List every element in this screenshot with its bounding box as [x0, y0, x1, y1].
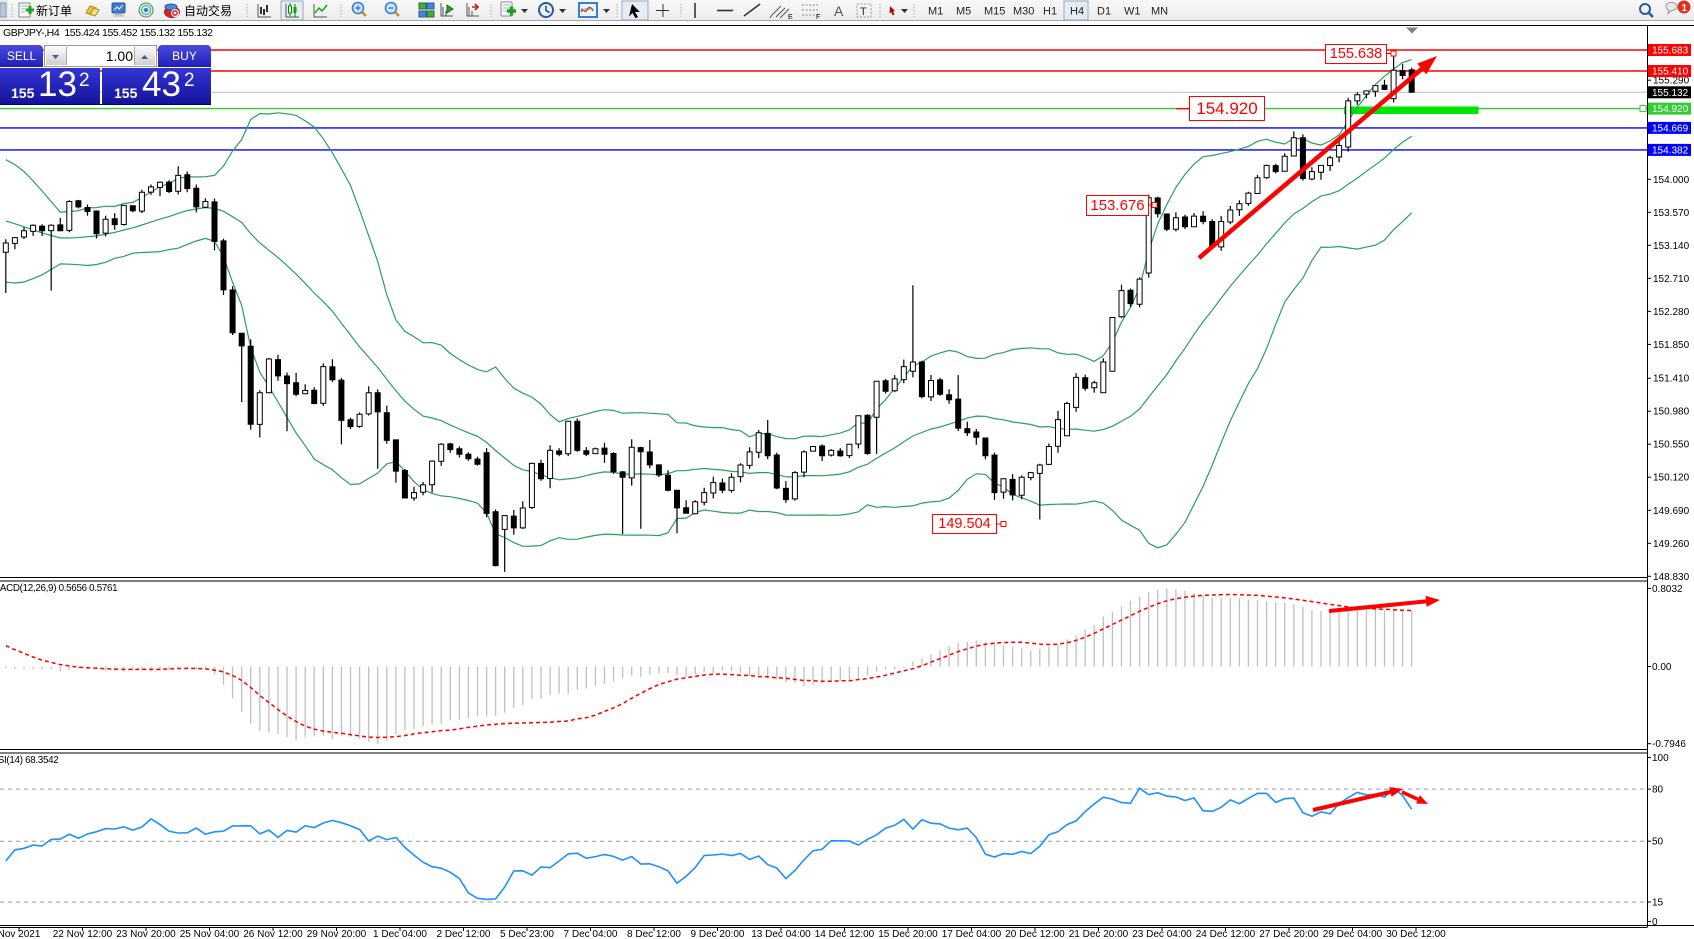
svg-text:151.410: 151.410 [1653, 374, 1690, 385]
svg-text:149.260: 149.260 [1653, 539, 1690, 550]
svg-text:155.410: 155.410 [1652, 67, 1689, 78]
svg-text:0.00: 0.00 [1652, 662, 1672, 673]
svg-text:0.8032: 0.8032 [1652, 584, 1683, 595]
svg-text:Nov 2021: Nov 2021 [0, 929, 41, 939]
svg-text:100: 100 [1652, 753, 1669, 764]
svg-text:148.830: 148.830 [1653, 572, 1690, 583]
svg-text:E: E [788, 14, 793, 21]
svg-text:20 Dec 12:00: 20 Dec 12:00 [1005, 929, 1065, 939]
svg-text:154.000: 154.000 [1653, 175, 1690, 186]
svg-text:153.570: 153.570 [1653, 208, 1690, 219]
svg-text:8 Dec 12:00: 8 Dec 12:00 [627, 929, 681, 939]
svg-text:80: 80 [1652, 785, 1664, 796]
svg-text:F: F [816, 14, 820, 21]
svg-text:153.140: 153.140 [1653, 241, 1690, 252]
svg-text:H4: H4 [1070, 6, 1084, 18]
svg-text:152.280: 152.280 [1653, 307, 1690, 318]
svg-text:151.850: 151.850 [1653, 340, 1690, 351]
svg-text:22 Nov 12:00: 22 Nov 12:00 [53, 929, 113, 939]
svg-text:9 Dec 20:00: 9 Dec 20:00 [691, 929, 745, 939]
svg-text:5 Dec 23:00: 5 Dec 23:00 [500, 929, 554, 939]
svg-text:7 Dec 04:00: 7 Dec 04:00 [564, 929, 618, 939]
svg-text:26 Nov 12:00: 26 Nov 12:00 [243, 929, 303, 939]
svg-text:13 Dec 04:00: 13 Dec 04:00 [751, 929, 811, 939]
svg-text:M1: M1 [928, 6, 943, 18]
svg-text:23 Nov 20:00: 23 Nov 20:00 [116, 929, 176, 939]
svg-text:152.710: 152.710 [1653, 274, 1690, 285]
svg-text:M5: M5 [956, 6, 971, 18]
svg-text:29 Nov 20:00: 29 Nov 20:00 [307, 929, 367, 939]
svg-text:150.550: 150.550 [1653, 440, 1690, 451]
svg-text:T: T [860, 6, 867, 18]
svg-text:1: 1 [1682, 3, 1688, 14]
svg-text:23 Dec 04:00: 23 Dec 04:00 [1132, 929, 1192, 939]
svg-text:W1: W1 [1124, 6, 1141, 18]
svg-text:27 Dec 20:00: 27 Dec 20:00 [1259, 929, 1319, 939]
svg-text:15 Dec 20:00: 15 Dec 20:00 [878, 929, 938, 939]
svg-text:150.120: 150.120 [1653, 473, 1690, 484]
svg-text:H1: H1 [1043, 6, 1057, 18]
svg-text:24 Dec 12:00: 24 Dec 12:00 [1196, 929, 1256, 939]
svg-text:2 Dec 12:00: 2 Dec 12:00 [437, 929, 491, 939]
svg-text:17 Dec 04:00: 17 Dec 04:00 [942, 929, 1002, 939]
svg-text:0: 0 [1652, 917, 1658, 928]
svg-text:29 Dec 04:00: 29 Dec 04:00 [1323, 929, 1383, 939]
svg-text:14 Dec 12:00: 14 Dec 12:00 [815, 929, 875, 939]
svg-text:50: 50 [1652, 837, 1664, 848]
svg-text:15: 15 [1652, 898, 1664, 909]
svg-text:155.683: 155.683 [1652, 46, 1689, 57]
svg-text:21 Dec 20:00: 21 Dec 20:00 [1069, 929, 1129, 939]
svg-text:25 Nov 04:00: 25 Nov 04:00 [180, 929, 240, 939]
svg-text:154.669: 154.669 [1652, 123, 1689, 134]
svg-text:M15: M15 [984, 6, 1005, 18]
svg-text:RSI(14) 68.3542: RSI(14) 68.3542 [0, 755, 58, 766]
svg-text:MN: MN [1151, 6, 1168, 18]
svg-text:1 Dec 04:00: 1 Dec 04:00 [373, 929, 427, 939]
svg-text:-0.7946: -0.7946 [1652, 739, 1686, 750]
svg-text:149.690: 149.690 [1653, 506, 1690, 517]
svg-text:155.132: 155.132 [1652, 88, 1689, 99]
svg-text:M30: M30 [1013, 6, 1034, 18]
svg-text:MACD(12,26,9) 0.5656 0.5761: MACD(12,26,9) 0.5656 0.5761 [0, 583, 117, 594]
svg-text:150.980: 150.980 [1653, 407, 1690, 418]
svg-text:30 Dec 12:00: 30 Dec 12:00 [1386, 929, 1446, 939]
svg-text:新订单: 新订单 [36, 3, 72, 18]
svg-text:自动交易: 自动交易 [184, 3, 232, 18]
svg-text:155.290: 155.290 [1653, 76, 1690, 87]
svg-text:A: A [834, 3, 844, 19]
svg-text:D1: D1 [1097, 6, 1111, 18]
svg-text:154.920: 154.920 [1652, 104, 1689, 115]
svg-text:154.382: 154.382 [1652, 145, 1689, 156]
